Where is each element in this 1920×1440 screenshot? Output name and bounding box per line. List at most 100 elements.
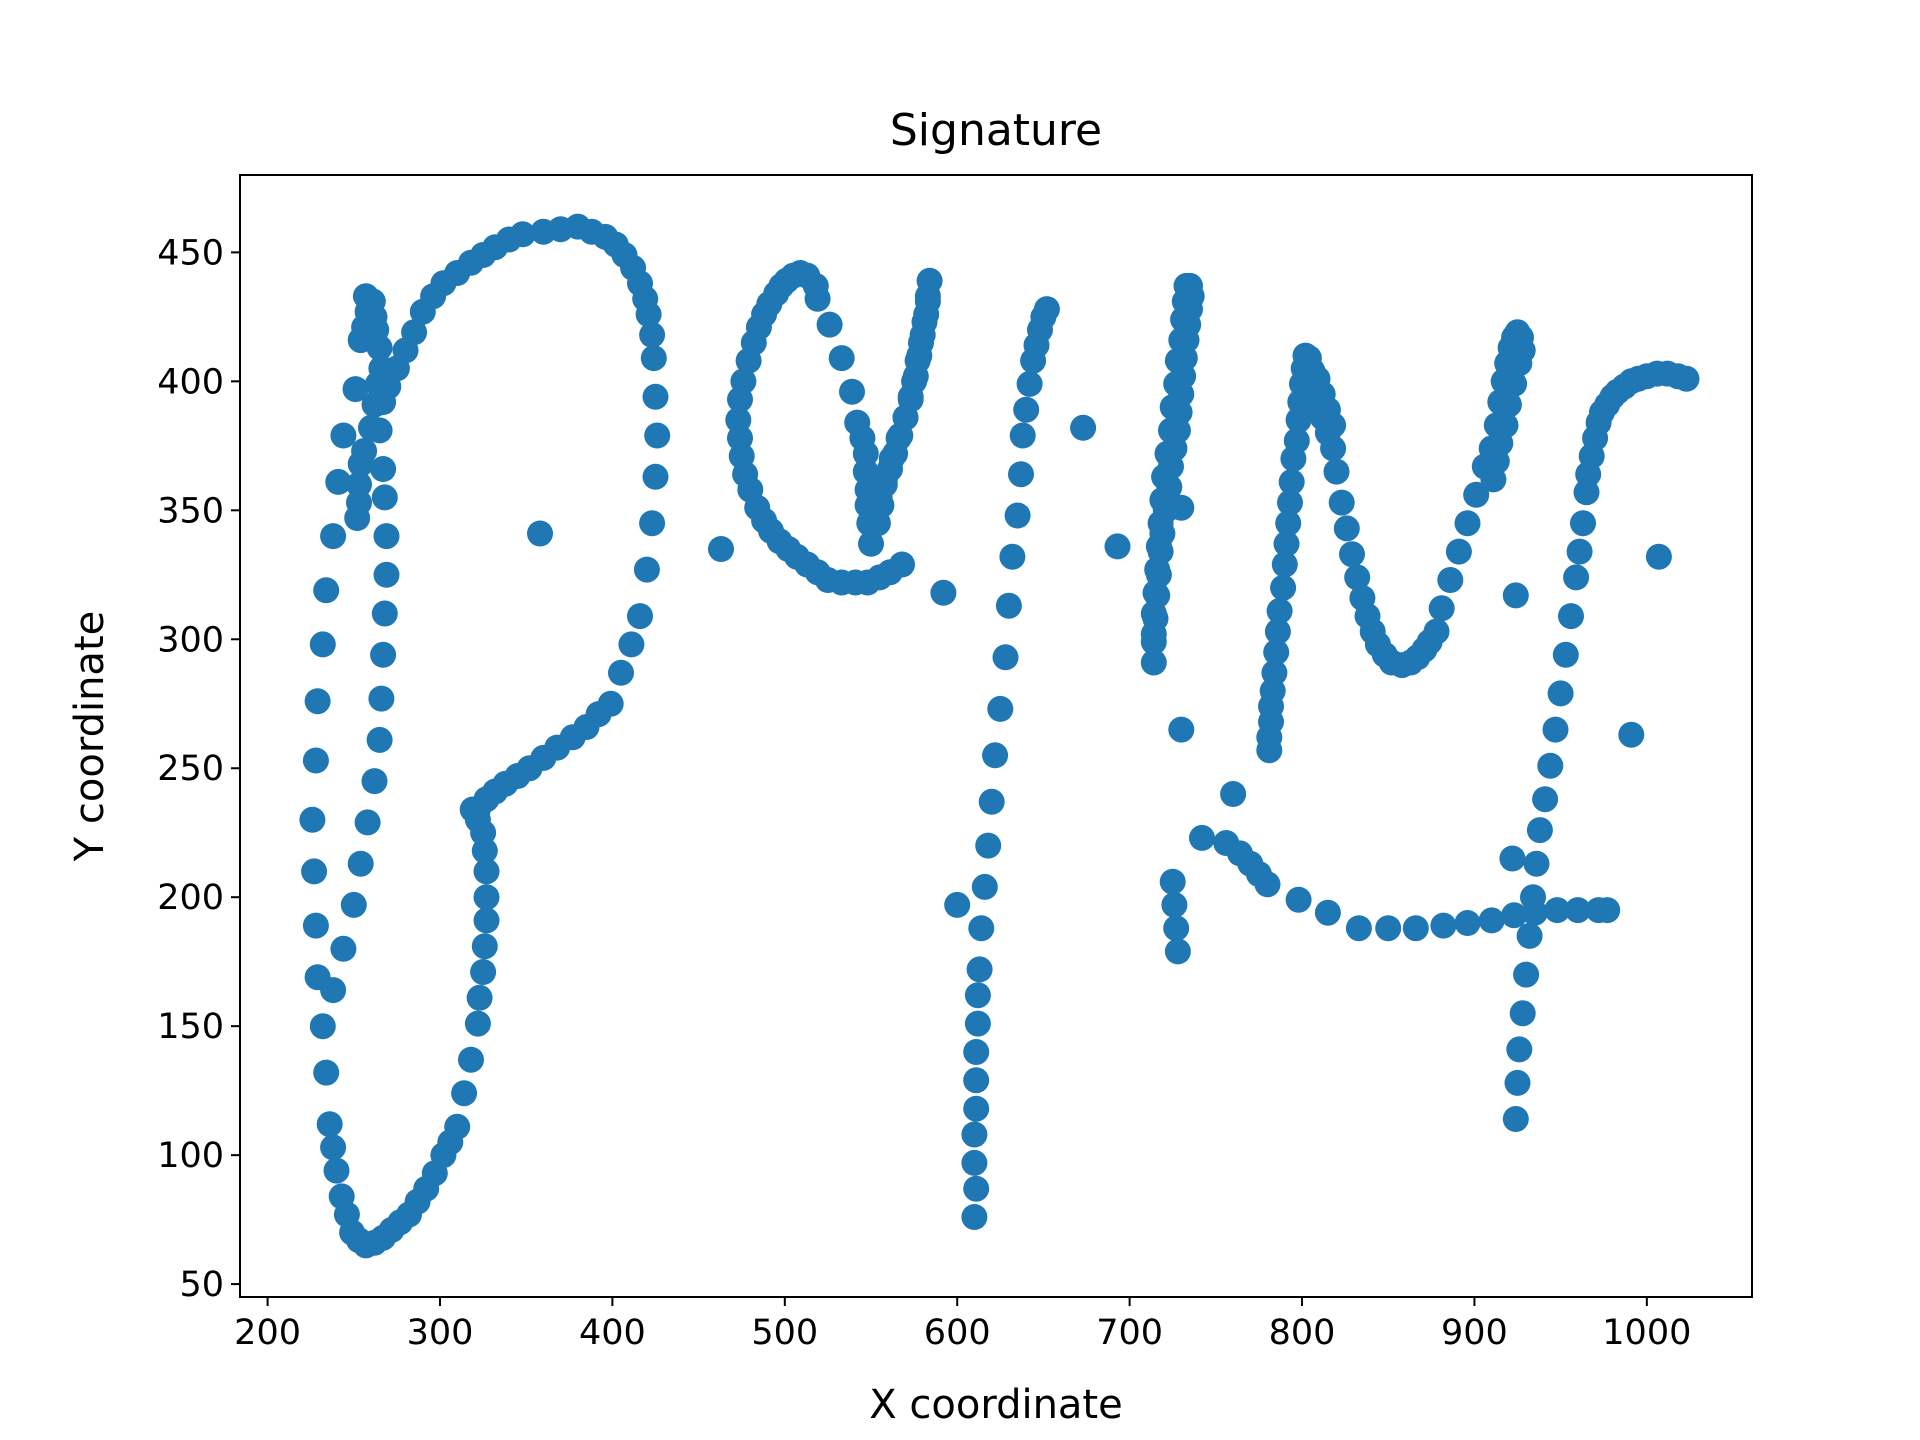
data-point [1542,716,1569,743]
data-point [639,321,666,348]
data-point [727,386,753,413]
data-point [644,422,671,449]
data-point [464,1010,491,1037]
points-layer [299,213,1700,1259]
data-point [1463,481,1490,508]
data-point [320,523,347,550]
data-point [470,959,497,985]
data-point [1004,502,1031,529]
y-tick-label: 350 [157,491,224,531]
data-point [1220,781,1247,807]
data-point [597,690,624,717]
data-point [1552,641,1579,668]
data-point [1140,649,1167,676]
data-point [316,1111,343,1138]
data-point [828,345,855,372]
data-point [639,510,666,537]
data-point [963,1067,990,1094]
data-point [1345,915,1372,942]
data-point [1523,850,1550,877]
data-point [1033,296,1060,323]
y-tick-label: 400 [157,362,224,402]
data-point [906,342,933,369]
y-tick-label: 100 [157,1136,224,1176]
data-point [1499,845,1526,872]
data-point [320,1134,347,1161]
x-tick-label: 1000 [1602,1313,1691,1353]
data-point [330,422,357,449]
data-point [964,982,991,1009]
data-point [816,311,843,338]
data-point [1142,579,1169,606]
data-point [361,768,388,795]
data-point [458,1046,484,1073]
data-point [987,695,1014,722]
data-point [963,1175,990,1202]
x-tick-label: 900 [1441,1313,1508,1353]
data-point [366,726,393,753]
x-axis-label: X coordinate [869,1382,1122,1428]
data-point [323,1157,350,1184]
data-point [344,505,371,531]
data-point [1314,899,1341,926]
data-point [1297,373,1324,400]
data-point [1323,458,1350,485]
data-point [364,370,391,397]
data-point [968,915,995,942]
data-point [708,536,734,562]
data-point [1333,515,1360,542]
data-point [944,891,971,918]
data-point [1454,910,1481,936]
x-tick-label: 800 [1269,1313,1336,1353]
data-point [347,450,374,477]
data-point [961,1121,988,1148]
data-point [342,376,369,403]
data-point [1504,1069,1531,1096]
data-point [1544,897,1571,924]
data-point [313,1059,340,1086]
y-tick-label: 250 [157,749,224,789]
data-point [473,884,500,911]
data-point [1478,907,1505,934]
x-axis-ticks: 200 300 400 500 600 700 800 900 1000 [234,1297,1691,1353]
data-point [1168,494,1195,521]
data-point [473,907,500,934]
data-point [1159,394,1186,421]
data-point [1158,417,1184,444]
data-point [961,1204,988,1230]
data-point [1159,868,1186,895]
data-point [471,933,498,960]
x-tick-label: 700 [1096,1313,1163,1353]
data-point [618,631,645,658]
data-point [1594,897,1621,924]
data-point [839,378,865,405]
data-point [1645,543,1672,570]
data-point [633,556,660,583]
data-point [627,603,653,630]
data-point [1009,422,1036,449]
data-point [1285,886,1312,913]
data-point [971,873,998,900]
data-point [1516,922,1543,949]
data-point [330,935,357,962]
data-point [1673,365,1700,392]
data-point [963,1039,990,1065]
data-point [889,551,915,578]
data-point [1147,510,1174,537]
data-point [302,912,329,939]
data-point [473,858,500,885]
data-point [1145,533,1172,560]
data-point [982,742,1009,769]
data-point [1140,600,1167,627]
data-point [354,809,381,836]
x-tick-label: 300 [407,1313,474,1353]
data-point [1275,510,1302,537]
data-point [1163,370,1190,397]
data-point [1509,1000,1536,1027]
data-point [1501,370,1528,397]
data-point [1430,912,1457,939]
x-tick-label: 200 [234,1313,301,1353]
y-tick-label: 50 [179,1265,224,1305]
